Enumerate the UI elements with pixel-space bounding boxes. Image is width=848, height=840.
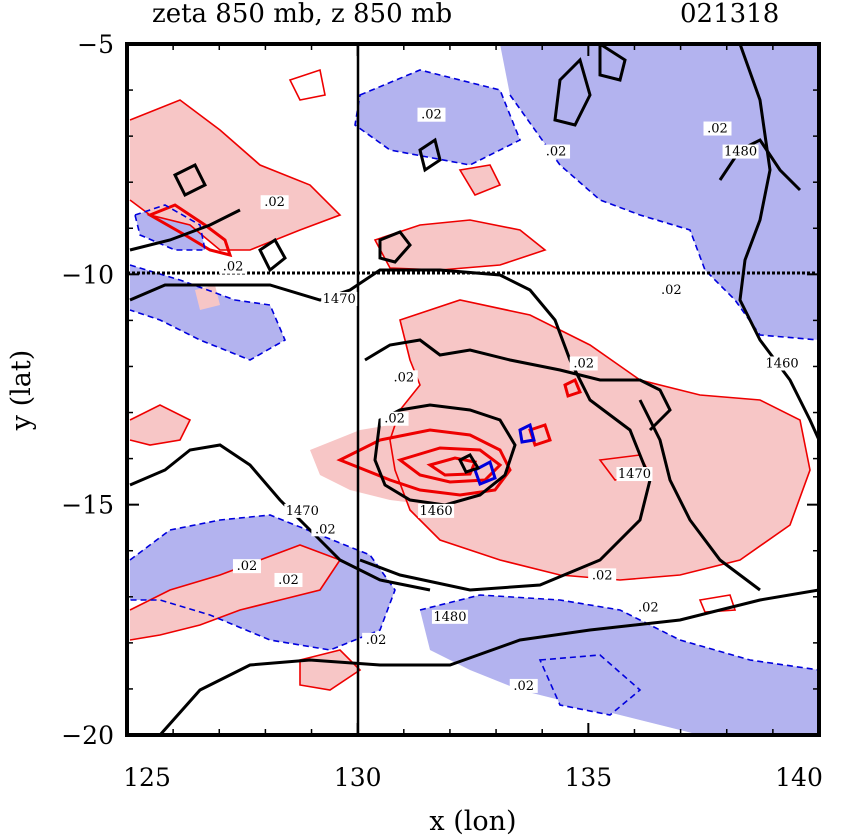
contour-label: .02 xyxy=(421,108,442,123)
height-contours xyxy=(129,44,819,735)
contour-label-background xyxy=(431,609,468,624)
contour-label: 1480 xyxy=(433,610,466,625)
contour-label: .02 xyxy=(573,356,594,371)
contour-label: .02 xyxy=(707,122,728,137)
contour-label: .02 xyxy=(393,370,414,385)
contour-label: 1470 xyxy=(286,504,319,519)
x-tick-label: 130 xyxy=(334,763,382,792)
contour-label: .02 xyxy=(638,601,659,616)
contour-label-background xyxy=(219,259,248,274)
y-axis-label: y (lat) xyxy=(6,350,37,432)
contour-label-background xyxy=(542,144,571,159)
positive-vorticity-contours xyxy=(129,68,811,691)
contour-label-background xyxy=(657,282,686,297)
y-tick-label: −5 xyxy=(77,30,114,59)
axis-ticks: 125 130 135 140 −5 −10 −15 −20 xyxy=(61,30,823,792)
contour-label-background xyxy=(232,559,261,574)
positive-vorticity-fill xyxy=(130,100,810,690)
negative-core-contours xyxy=(473,422,536,486)
contour-label-background xyxy=(588,568,617,583)
contour-label-background xyxy=(417,107,446,122)
contour-label-background xyxy=(509,678,538,693)
contour-label-background xyxy=(616,467,653,482)
contour-label: 1460 xyxy=(766,356,799,371)
contour-label: .02 xyxy=(546,145,567,160)
contour-label: .02 xyxy=(223,260,244,275)
x-axis-label: x (lon) xyxy=(429,806,516,837)
contour-label: .02 xyxy=(315,522,336,537)
contour-label-background xyxy=(722,144,759,159)
y-tick-label: −15 xyxy=(61,491,114,520)
contour-label-background xyxy=(362,632,391,647)
contour-label: .02 xyxy=(264,195,285,210)
contour-label-background xyxy=(284,503,321,518)
contour-label: .02 xyxy=(513,679,534,694)
contour-label-background xyxy=(703,121,732,136)
contour-labels: .02 .02 .02 .02 .02 .02 .02 .02 .02 .02 .02 .02 .02.… xyxy=(219,107,801,694)
plot-area: .02 .02 .02 .02 .02 .02 .02 .02 .02 .02 .02 .02 .02.… xyxy=(127,44,819,735)
y-tick-label: −10 xyxy=(61,260,114,289)
contour-label: .02 xyxy=(366,633,387,648)
contour-label-background xyxy=(380,411,409,426)
contour-label: .02 xyxy=(592,568,613,583)
contour-label-background xyxy=(311,522,340,537)
y-tick-label: −20 xyxy=(61,721,114,750)
contour-label-background xyxy=(389,370,418,385)
contour-label-background xyxy=(764,356,801,371)
chart-timestamp: 021318 xyxy=(680,0,779,29)
contour-label: .02 xyxy=(278,573,299,588)
contour-label: 1460 xyxy=(420,504,453,519)
x-tick-label: 140 xyxy=(775,763,823,792)
contour-label-background xyxy=(634,600,663,615)
contour-label: .02 xyxy=(661,283,682,298)
contour-label-background xyxy=(260,195,289,210)
contour-label: 1470 xyxy=(618,467,651,482)
contour-label: 1470 xyxy=(323,292,356,307)
contour-label-background xyxy=(418,503,455,518)
x-tick-label: 135 xyxy=(564,763,612,792)
x-tick-label: 125 xyxy=(123,763,171,792)
chart-title: zeta 850 mb, z 850 mb xyxy=(152,0,452,29)
contour-label-background xyxy=(569,356,598,371)
contour-label-background xyxy=(321,291,358,306)
contour-label-background xyxy=(274,572,303,587)
plot-frame xyxy=(125,42,821,737)
contour-label: .02 xyxy=(237,559,258,574)
contour-label: 1480 xyxy=(724,145,757,160)
contour-label: .02 xyxy=(384,412,405,427)
